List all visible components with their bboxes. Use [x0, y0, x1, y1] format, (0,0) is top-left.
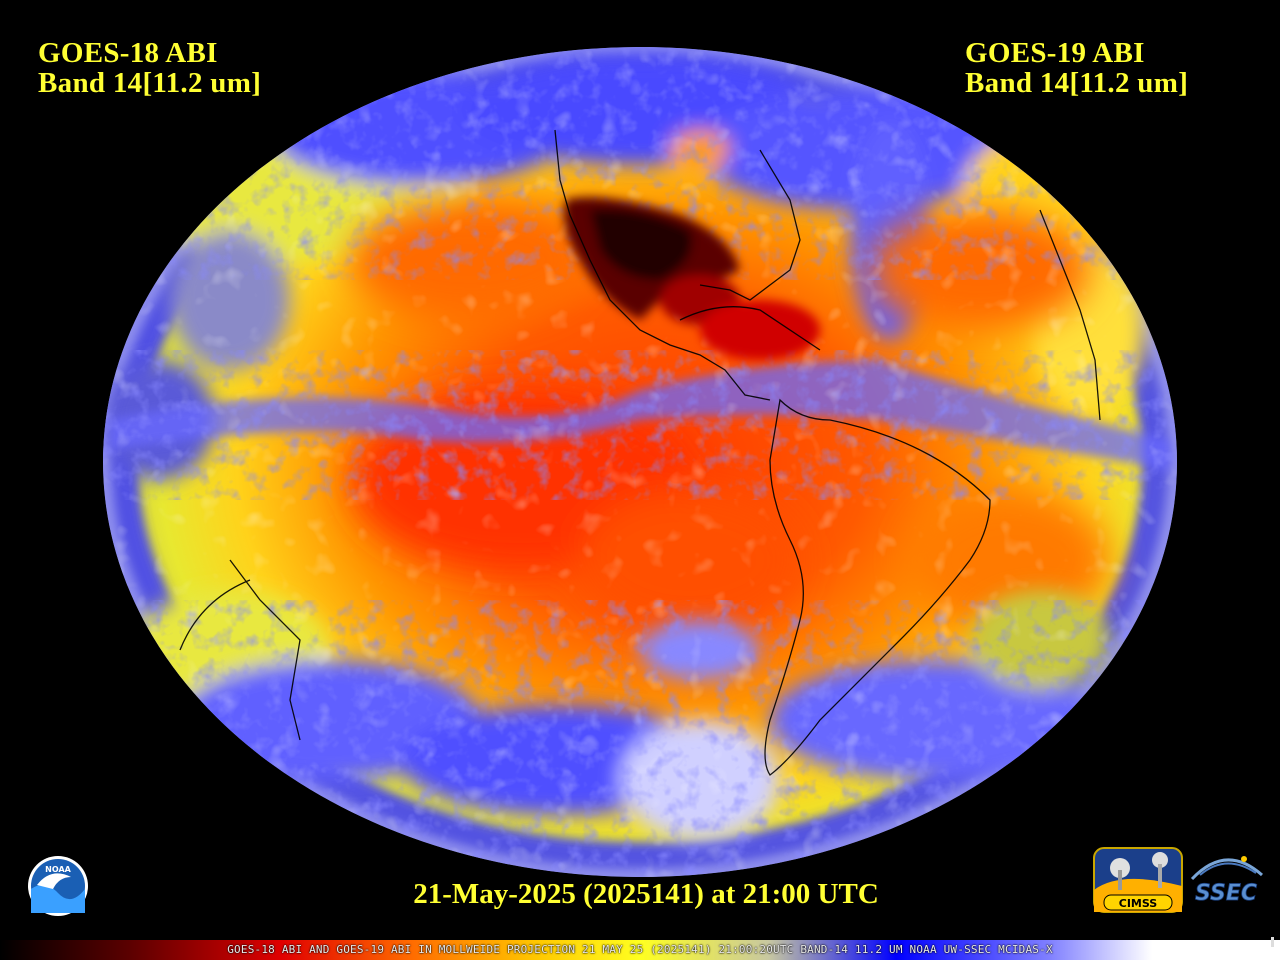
left-satellite-label: GOES-18 ABI Band 14[11.2 um] [38, 38, 261, 98]
noaa-logo-text: NOAA [45, 865, 71, 874]
left-band-label: Band 14[11.2 um] [38, 67, 262, 99]
cimss-logo: CIMSS [1093, 847, 1183, 913]
corner-marker [1271, 937, 1274, 947]
ssec-logo-text: SSEC [1195, 881, 1257, 906]
right-satellite-name: GOES-19 ABI [965, 37, 1145, 69]
coastlines [179, 129, 1101, 776]
earth-disk [103, 47, 1177, 877]
ssec-logo: SSEC [1190, 856, 1263, 906]
color-scale-bar [0, 940, 1280, 960]
right-band-label: Band 14[11.2 um] [965, 67, 1189, 99]
timestamp-label: 21-May-2025 (2025141) at 21:00 UTC [413, 878, 879, 910]
footer-caption: GOES-18 ABI AND GOES-19 ABI IN MOLLWEIDE… [227, 943, 1053, 956]
noaa-logo: NOAA [28, 856, 88, 916]
right-satellite-label: GOES-19 ABI Band 14[11.2 um] [965, 38, 1188, 98]
cimss-logo-text: CIMSS [1119, 897, 1158, 910]
left-satellite-name: GOES-18 ABI [38, 37, 218, 69]
